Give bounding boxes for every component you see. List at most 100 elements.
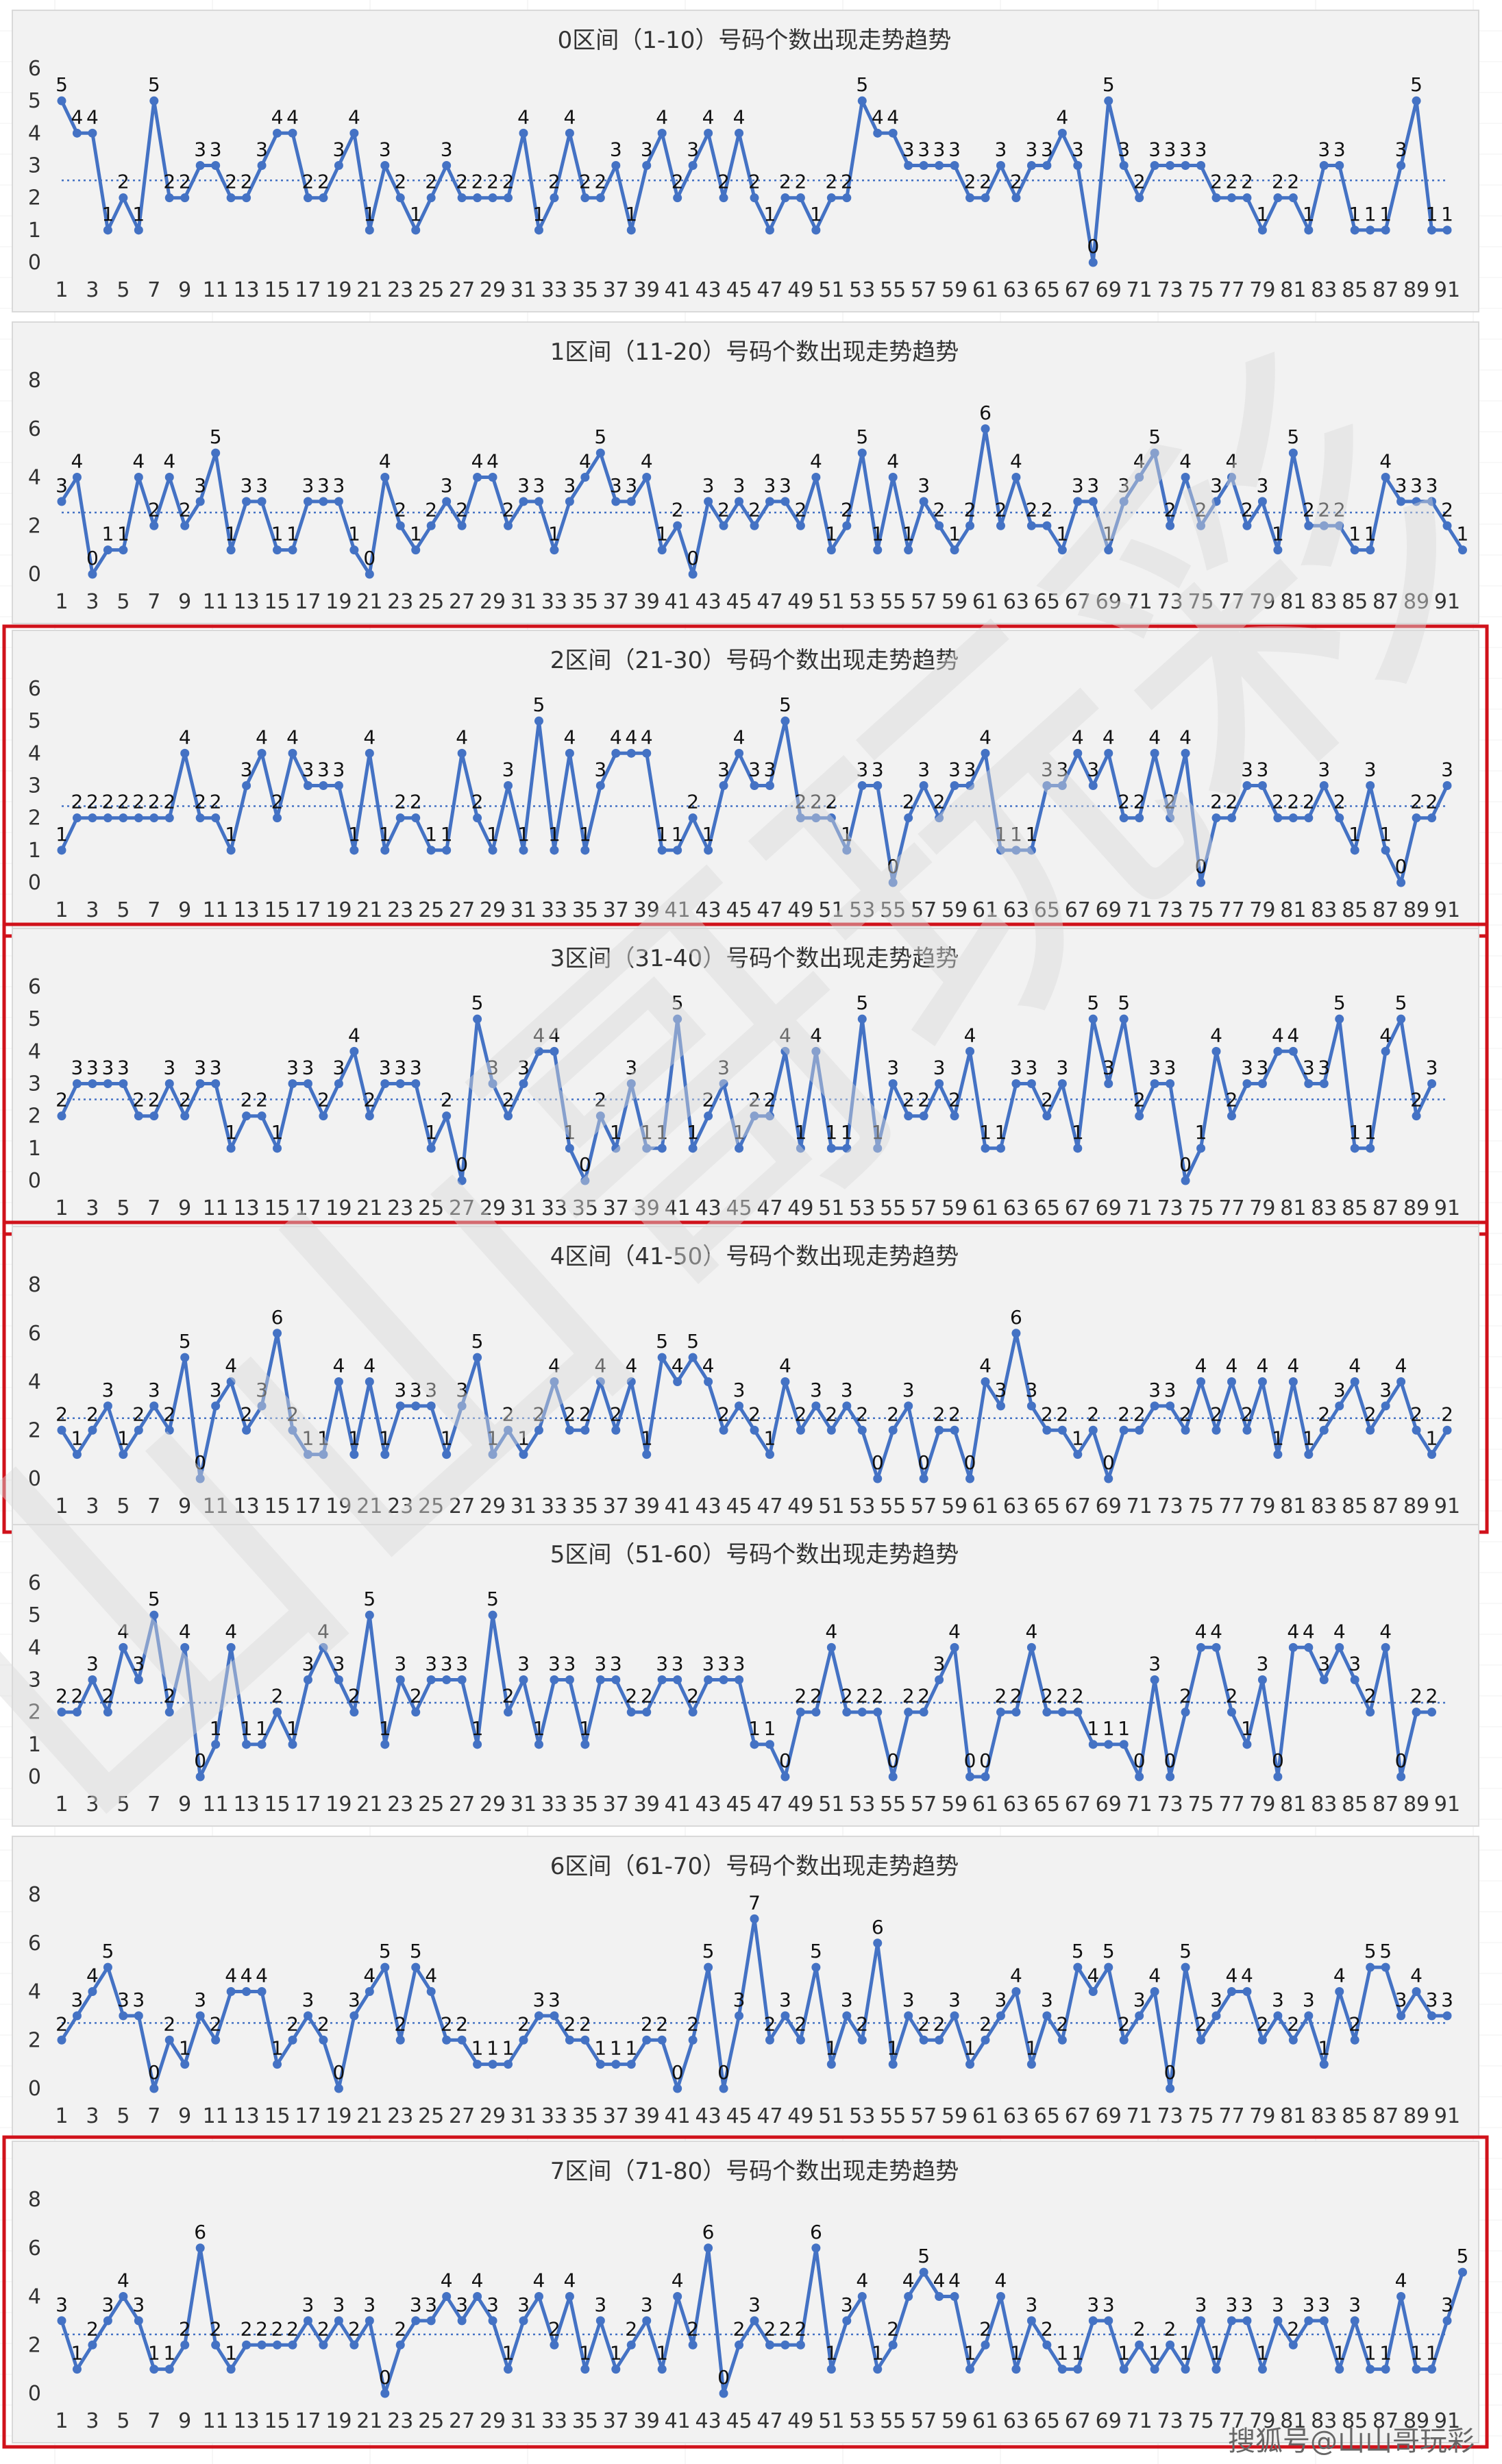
data-point xyxy=(842,1144,852,1153)
data-point xyxy=(1412,1987,1421,1996)
data-point xyxy=(626,225,636,235)
data-point xyxy=(950,1425,959,1435)
data-label: 4 xyxy=(533,2269,545,2292)
data-point xyxy=(1396,497,1406,506)
x-tick-label: 21 xyxy=(356,590,382,614)
y-tick-label: 8 xyxy=(28,1273,41,1297)
data-point xyxy=(750,1425,759,1435)
data-label: 2 xyxy=(887,2317,899,2340)
data-label: 3 xyxy=(1072,138,1084,161)
data-point xyxy=(273,1329,282,1338)
data-label: 2 xyxy=(825,791,837,813)
data-label: 3 xyxy=(1195,2293,1207,2316)
data-label: 2 xyxy=(1364,1685,1377,1708)
x-tick-label: 23 xyxy=(387,278,413,302)
data-point xyxy=(950,1111,959,1121)
data-label: 2 xyxy=(425,498,437,521)
data-label: 2 xyxy=(902,1685,915,1708)
data-point xyxy=(1288,813,1298,823)
data-label: 1 xyxy=(1349,203,1361,225)
data-point xyxy=(1335,521,1344,530)
data-label: 3 xyxy=(764,759,776,781)
data-label: 4 xyxy=(71,450,84,473)
x-tick-label: 49 xyxy=(787,1792,813,1816)
y-tick-label: 4 xyxy=(28,1039,41,1063)
x-tick-label: 17 xyxy=(295,2104,321,2128)
data-label: 2 xyxy=(548,2317,561,2340)
chart-panel-bg xyxy=(12,630,1479,933)
x-tick-label: 73 xyxy=(1157,1494,1183,1518)
data-point xyxy=(149,96,159,106)
data-point xyxy=(57,2035,66,2045)
data-point xyxy=(919,161,928,170)
data-point xyxy=(426,193,436,203)
x-tick-label: 89 xyxy=(1403,1792,1429,1816)
x-tick-label: 81 xyxy=(1280,1792,1306,1816)
x-tick-label: 5 xyxy=(116,898,130,922)
x-tick-label: 63 xyxy=(1003,2104,1029,2128)
data-label: 4 xyxy=(810,450,822,473)
x-tick-label: 25 xyxy=(418,1494,444,1518)
data-label: 1 xyxy=(487,1427,499,1450)
data-label: 3 xyxy=(1118,474,1130,497)
data-label: 1 xyxy=(872,523,884,545)
data-label: 2 xyxy=(117,791,130,813)
data-label: 4 xyxy=(779,1024,791,1046)
x-tick-label: 77 xyxy=(1218,898,1244,922)
x-tick-label: 55 xyxy=(880,1792,906,1816)
data-point xyxy=(319,497,328,506)
data-label: 4 xyxy=(1148,1964,1161,1987)
data-label: 1 xyxy=(1426,2342,1438,2365)
data-point xyxy=(103,1962,112,1972)
data-point xyxy=(826,193,836,203)
data-label: 3 xyxy=(1318,1653,1330,1675)
data-point xyxy=(488,193,497,203)
data-point xyxy=(673,2292,682,2301)
data-label: 1 xyxy=(1010,823,1022,846)
data-point xyxy=(1319,781,1329,790)
data-point xyxy=(673,193,682,203)
data-point xyxy=(72,473,82,482)
x-tick-label: 13 xyxy=(234,2104,260,2128)
data-point xyxy=(457,2316,467,2326)
x-tick-label: 3 xyxy=(86,898,99,922)
data-label: 1 xyxy=(1056,523,1068,545)
data-point xyxy=(226,1377,236,1386)
x-tick-label: 7 xyxy=(147,2104,160,2128)
data-label: 1 xyxy=(1087,1717,1099,1740)
x-tick-label: 75 xyxy=(1187,898,1214,922)
x-tick-label: 65 xyxy=(1034,898,1060,922)
data-point xyxy=(226,846,236,855)
data-label: 3 xyxy=(441,474,453,497)
x-tick-label: 33 xyxy=(541,1494,567,1518)
data-label: 0 xyxy=(86,547,99,569)
y-tick-label: 8 xyxy=(28,369,41,393)
data-point xyxy=(595,193,605,203)
x-tick-label: 43 xyxy=(695,1792,722,1816)
data-label: 4 xyxy=(1087,1964,1099,1987)
data-label: 2 xyxy=(687,1685,699,1708)
data-label: 1 xyxy=(225,523,237,545)
data-point xyxy=(211,1740,221,1749)
data-point xyxy=(211,161,221,170)
data-label: 1 xyxy=(1303,203,1315,225)
data-label: 4 xyxy=(1395,2269,1407,2292)
data-label: 3 xyxy=(1087,474,1099,497)
x-tick-label: 1 xyxy=(55,590,68,614)
x-tick-label: 39 xyxy=(634,278,660,302)
data-label: 2 xyxy=(641,2012,653,2035)
data-label: 2 xyxy=(887,1403,899,1425)
x-tick-label: 63 xyxy=(1003,898,1029,922)
data-label: 2 xyxy=(163,2012,175,2035)
data-label: 4 xyxy=(979,726,992,748)
x-tick-label: 83 xyxy=(1311,2409,1337,2433)
x-tick-label: 59 xyxy=(941,898,968,922)
data-point xyxy=(334,2316,343,2326)
x-tick-label: 61 xyxy=(972,278,998,302)
data-point xyxy=(1135,1425,1144,1435)
data-label: 3 xyxy=(101,1057,114,1079)
data-label: 4 xyxy=(471,450,484,473)
x-tick-label: 43 xyxy=(695,278,722,302)
x-tick-label: 9 xyxy=(178,898,191,922)
data-point xyxy=(1196,2316,1206,2326)
